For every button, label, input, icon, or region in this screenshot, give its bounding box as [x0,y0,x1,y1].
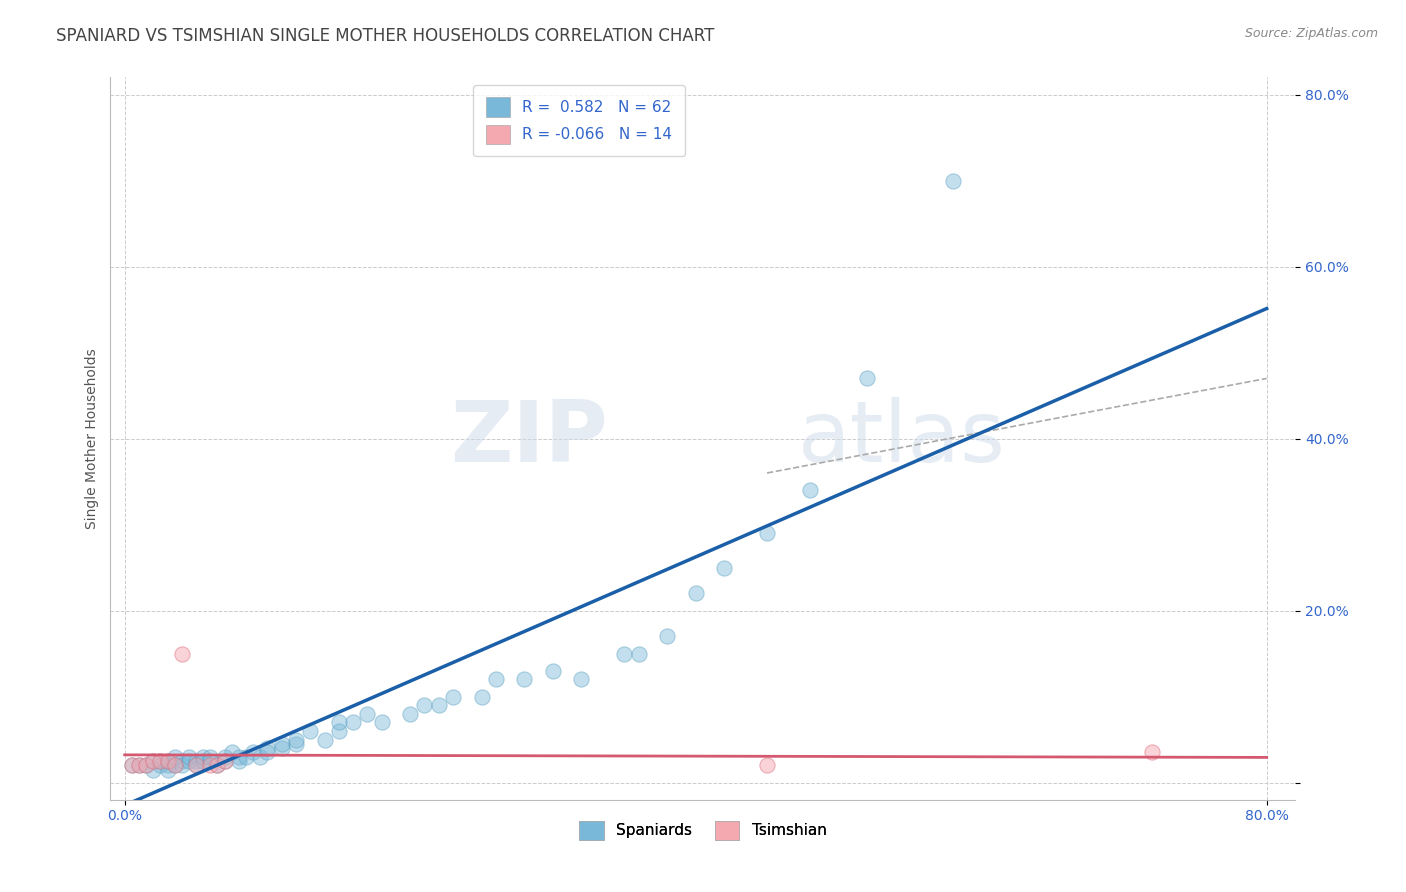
Point [513,673,536,687]
Point [121,758,143,772]
Point [177,749,200,764]
Point [270,741,292,756]
Point [799,483,821,498]
Point [314,732,336,747]
Point [214,754,236,768]
Point [328,715,350,730]
Point [193,749,215,764]
Point [228,749,250,764]
Point [156,754,179,768]
Point [249,749,271,764]
Point [256,741,278,756]
Point [413,698,436,713]
Y-axis label: Single Mother Households: Single Mother Households [86,348,100,529]
Point [627,647,650,661]
Point [156,758,179,772]
Point [207,758,229,772]
Point [756,758,779,772]
Point [1142,746,1164,760]
Point [485,673,508,687]
Point [228,754,250,768]
Point [135,758,157,772]
Point [285,732,308,747]
Point [214,749,236,764]
Point [121,758,143,772]
Point [184,758,207,772]
Point [142,763,165,777]
Legend: Spaniards, Tsimshian: Spaniards, Tsimshian [574,814,832,847]
Point [541,664,564,678]
Point [128,758,150,772]
Text: SPANIARD VS TSIMSHIAN SINGLE MOTHER HOUSEHOLDS CORRELATION CHART: SPANIARD VS TSIMSHIAN SINGLE MOTHER HOUS… [56,27,714,45]
Point [184,758,207,772]
Point [285,737,308,751]
Point [655,629,678,643]
Point [163,758,186,772]
Point [242,746,264,760]
Point [427,698,450,713]
Text: ZIP: ZIP [450,397,607,480]
Point [142,754,165,768]
Point [856,371,879,385]
Point [156,763,179,777]
Point [163,758,186,772]
Text: atlas: atlas [797,397,1005,480]
Point [200,758,222,772]
Point [471,690,494,704]
Point [221,746,243,760]
Point [256,746,278,760]
Point [571,673,593,687]
Point [149,754,172,768]
Point [128,758,150,772]
Point [370,715,392,730]
Point [342,715,364,730]
Point [200,754,222,768]
Point [135,758,157,772]
Point [149,754,172,768]
Point [184,754,207,768]
Point [177,754,200,768]
Point [270,737,292,751]
Point [170,754,193,768]
Point [713,560,735,574]
Text: Source: ZipAtlas.com: Source: ZipAtlas.com [1244,27,1378,40]
Point [942,173,965,187]
Point [356,706,378,721]
Point [214,754,236,768]
Point [149,758,172,772]
Point [163,749,186,764]
Point [200,749,222,764]
Point [613,647,636,661]
Point [170,647,193,661]
Point [193,754,215,768]
Point [328,723,350,738]
Point [142,754,165,768]
Point [207,758,229,772]
Point [299,723,322,738]
Point [235,749,257,764]
Point [685,586,707,600]
Point [170,758,193,772]
Point [156,754,179,768]
Point [441,690,464,704]
Point [756,526,779,541]
Point [399,706,422,721]
